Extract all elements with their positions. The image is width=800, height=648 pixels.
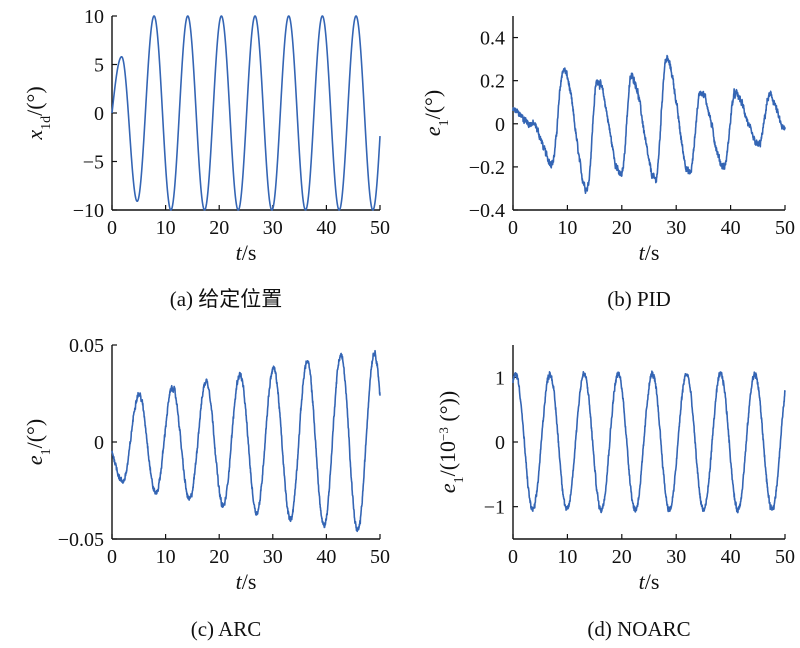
y-tick-label: −0.4 xyxy=(469,200,505,222)
x-tick-label: 20 xyxy=(209,546,229,568)
y-axis-label: e1/(°) xyxy=(420,90,452,136)
x-tick-label: 30 xyxy=(666,217,686,239)
y-tick-label: 0.05 xyxy=(69,335,104,357)
x-tick-label: 40 xyxy=(721,217,741,239)
x-axis-label-unit: /s xyxy=(645,569,660,594)
x-tick-label: 50 xyxy=(775,546,795,568)
x-tick-label: 0 xyxy=(508,217,518,239)
x-tick-label: 10 xyxy=(156,546,176,568)
y-axis-label-sub: 1 xyxy=(39,448,54,455)
y-axis-label-sup: −3 xyxy=(436,427,451,441)
x-tick-label: 50 xyxy=(370,217,390,239)
y-tick-label: 5 xyxy=(94,55,104,77)
series-line xyxy=(111,349,381,533)
x-tick-label: 0 xyxy=(508,546,518,568)
panel-b: 0 10 20 30 40 50 −0.4 −0.2 0 0.2 0.4 t/s e1/(°) (b) P… xyxy=(420,16,795,311)
y-axis-label-var: e xyxy=(435,483,460,493)
x-tick-label: 0 xyxy=(107,546,117,568)
panel-a: 0 10 20 30 40 50 −10 −5 0 5 10 t/s x1d/(°) (a) 给定位置 xyxy=(22,6,390,311)
y-axis-label-var: x xyxy=(22,130,47,141)
y-axis-label-unit-prefix: /(10 xyxy=(435,441,460,476)
x-axis-label-unit: /s xyxy=(645,240,660,265)
x-tick-label: 0 xyxy=(107,217,117,239)
y-tick-label: 0 xyxy=(94,432,104,454)
x-axis-label-var: t xyxy=(236,240,243,265)
panel-caption: (b) PID xyxy=(607,287,671,311)
x-tick-label: 50 xyxy=(370,546,390,568)
y-tick-label: 0 xyxy=(495,114,505,136)
y-tick-label: 1 xyxy=(495,367,505,389)
y-tick-label: −10 xyxy=(73,200,104,222)
series-line xyxy=(512,370,786,514)
y-axis-label-unit: /(°) xyxy=(22,86,47,116)
x-tick-label: 20 xyxy=(612,217,632,239)
x-axis-label-unit: /s xyxy=(242,569,257,594)
series-line xyxy=(111,15,381,211)
x-axis-label: t/s xyxy=(639,240,660,265)
x-axis-label: t/s xyxy=(639,569,660,594)
y-tick-label: −0.05 xyxy=(58,529,104,551)
y-axis-label-unit-suffix: (°)) xyxy=(435,391,460,427)
y-axis-label: x1d/(°) xyxy=(22,86,54,140)
y-axis-label-sub: 1d xyxy=(39,116,54,130)
x-axis-label: t/s xyxy=(236,240,257,265)
series-line xyxy=(512,54,786,194)
x-tick-label: 20 xyxy=(612,546,632,568)
x-tick-label: 30 xyxy=(666,546,686,568)
y-tick-label: −5 xyxy=(83,152,104,174)
y-tick-label: 0 xyxy=(495,432,505,454)
y-axis-label-sub: 1 xyxy=(437,119,452,126)
y-tick-label: 0 xyxy=(94,103,104,125)
y-axis-label-sub: 1 xyxy=(452,476,467,483)
y-axis-label: e1/(°) xyxy=(22,419,54,465)
x-tick-label: 10 xyxy=(156,217,176,239)
y-tick-label: 10 xyxy=(84,6,104,28)
x-tick-label: 30 xyxy=(263,217,283,239)
y-axis-label-unit: /(°) xyxy=(420,90,445,120)
x-axis-label-unit: /s xyxy=(242,240,257,265)
x-axis-label-var: t xyxy=(236,569,243,594)
y-tick-label: 0.2 xyxy=(480,71,505,93)
y-axis-label-var: e xyxy=(420,126,445,136)
x-axis-label: t/s xyxy=(236,569,257,594)
x-tick-label: 20 xyxy=(209,217,229,239)
x-tick-label: 50 xyxy=(775,217,795,239)
y-axis-label-var: e xyxy=(22,455,47,465)
panel-caption: (d) NOARC xyxy=(587,617,690,641)
x-tick-label: 40 xyxy=(316,546,336,568)
x-tick-label: 10 xyxy=(557,546,577,568)
y-tick-label: 0.4 xyxy=(480,28,505,50)
x-tick-label: 40 xyxy=(316,217,336,239)
panel-caption: (c) ARC xyxy=(191,617,262,641)
panel-caption: (a) 给定位置 xyxy=(170,287,283,311)
x-tick-label: 30 xyxy=(263,546,283,568)
y-tick-label: −0.2 xyxy=(469,157,505,179)
x-tick-label: 10 xyxy=(557,217,577,239)
y-axis-label: e1/(10−3 (°)) xyxy=(435,391,467,493)
x-axis-label-var: t xyxy=(639,569,646,594)
x-axis-label-var: t xyxy=(639,240,646,265)
y-axis-label-unit: /(°) xyxy=(22,419,47,449)
y-tick-label: −1 xyxy=(484,497,505,519)
x-tick-label: 40 xyxy=(721,546,741,568)
